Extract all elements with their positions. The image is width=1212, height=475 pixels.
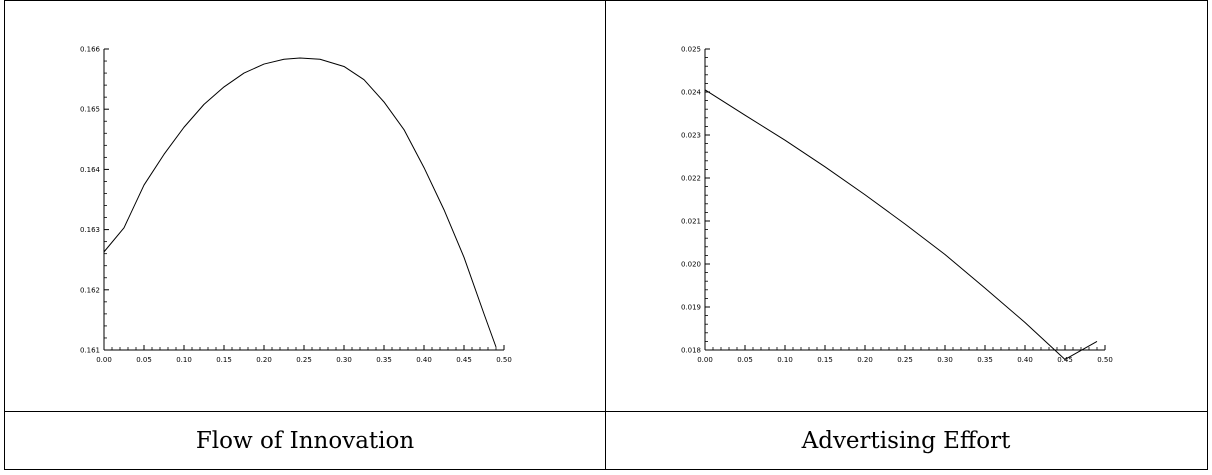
x-tick-label: 0.45	[456, 356, 472, 364]
x-tick-label: 0.40	[416, 356, 432, 364]
x-tick-label: 0.00	[96, 356, 112, 364]
chart-title-advertising-effort: Advertising Effort	[801, 427, 1011, 454]
x-tick-label: 0.15	[216, 356, 232, 364]
x-tick-label: 0.05	[737, 356, 753, 364]
y-tick-label: 0.165	[80, 106, 100, 114]
x-tick-label: 0.10	[777, 356, 793, 364]
x-tick-label: 0.45	[1057, 356, 1073, 364]
y-tick-label: 0.161	[80, 347, 100, 355]
y-tick-label: 0.022	[681, 175, 701, 183]
series-line-0	[704, 89, 1098, 360]
x-tick-label: 0.10	[176, 356, 192, 364]
y-tick-label: 0.025	[681, 46, 701, 54]
y-tick-label: 0.020	[681, 261, 701, 269]
frame-left	[4, 0, 5, 470]
x-tick-label: 0.40	[1017, 356, 1033, 364]
x-tick-label: 0.35	[376, 356, 392, 364]
x-tick-label: 0.25	[897, 356, 913, 364]
chart-panel-flow-of-innovation: 0.00 0.05 0.10 0.15 0.20 0.25 0.30 0.35 0.40 0.45…	[5, 1, 605, 411]
x-tick-label: 0.50	[496, 356, 512, 364]
x-tick-label: 0.30	[937, 356, 953, 364]
x-tick-label: 0.50	[1097, 356, 1113, 364]
y-tick-label: 0.019	[681, 304, 701, 312]
x-tick-label: 0.20	[857, 356, 873, 364]
series-line-0	[103, 57, 497, 348]
y-tick-label: 0.018	[681, 347, 701, 355]
chart-panel-advertising-effort: 0.00 0.05 0.10 0.15 0.20 0.25 0.30 0.35 0.40 0.45…	[606, 1, 1206, 411]
frame-top	[4, 0, 1208, 1]
chart-flow-of-innovation: 0.00 0.05 0.10 0.15 0.20 0.25 0.30 0.35 0.40 0.45…	[80, 46, 512, 365]
y-tick-label: 0.162	[80, 286, 100, 294]
frame-middle	[605, 0, 606, 470]
frame-bottom	[4, 469, 1208, 470]
chart-advertising-effort: 0.00 0.05 0.10 0.15 0.20 0.25 0.30 0.35 0.40 0.45…	[681, 46, 1113, 365]
y-tick-label: 0.164	[80, 166, 101, 174]
x-tick-label: 0.05	[136, 356, 152, 364]
frame-caption-divider	[4, 411, 1208, 412]
x-tick-label: 0.00	[697, 356, 713, 364]
y-tick-label: 0.021	[681, 218, 701, 226]
x-tick-label: 0.25	[296, 356, 312, 364]
figure-table: 0.00 0.05 0.10 0.15 0.20 0.25 0.30 0.35 0.40 0.45…	[4, 0, 1208, 470]
y-tick-label: 0.024	[681, 89, 702, 97]
frame-right	[1207, 0, 1208, 470]
x-tick-label: 0.20	[256, 356, 272, 364]
x-tick-label: 0.35	[977, 356, 993, 364]
x-tick-label: 0.15	[817, 356, 833, 364]
chart-title-flow-of-innovation: Flow of Innovation	[195, 427, 415, 454]
x-tick-label: 0.30	[336, 356, 352, 364]
y-tick-label: 0.023	[681, 132, 701, 140]
y-tick-label: 0.163	[80, 226, 100, 234]
y-tick-label: 0.166	[80, 46, 101, 54]
